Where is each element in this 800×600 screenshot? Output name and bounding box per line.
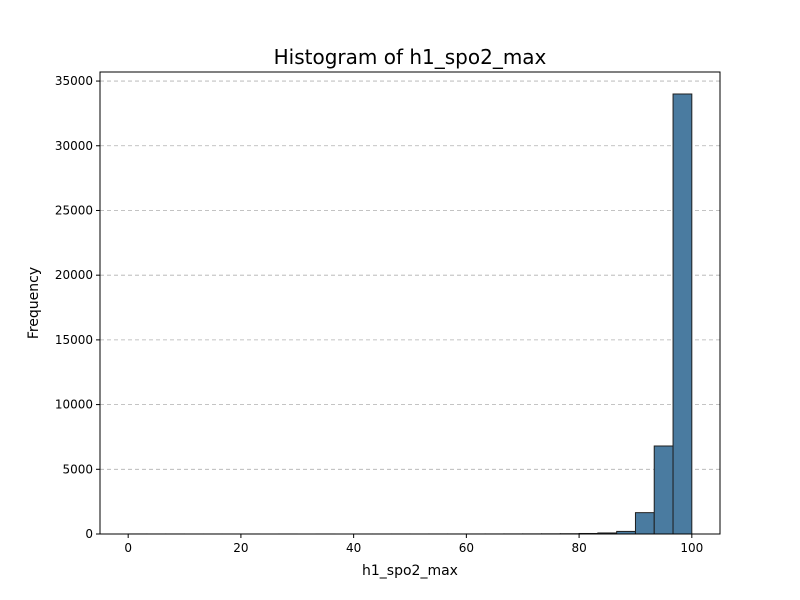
x-axis-label: h1_spo2_max: [362, 563, 458, 579]
x-tick-label-1: 20: [233, 541, 248, 555]
x-tick-label-2: 40: [346, 541, 361, 555]
y-tick-label-3: 15000: [55, 333, 93, 347]
histogram-bar-27: [634, 512, 655, 535]
x-tick-label-4: 80: [571, 541, 586, 555]
y-tick-label-0: 0: [85, 527, 93, 541]
x-tick-label-3: 60: [459, 541, 474, 555]
histogram-bars: [127, 93, 693, 535]
y-tick-label-1: 5000: [62, 462, 93, 476]
y-tick-label-6: 30000: [55, 139, 93, 153]
chart-title: Histogram of h1_spo2_max: [274, 45, 547, 69]
y-axis-ticks: 0 5000 10000 15000 20000 25000 30000 35000: [55, 74, 100, 541]
plot-frame: [99, 71, 721, 535]
grid-lines: [100, 80, 720, 470]
histogram-bar-28: [653, 445, 674, 535]
y-axis-label: Frequency: [26, 267, 42, 339]
y-tick-label-7: 35000: [55, 74, 93, 88]
y-tick-label-5: 25000: [55, 203, 93, 217]
histogram-bar-29: [672, 93, 693, 535]
x-axis-ticks: 0 20 40 60 80 100: [124, 534, 703, 555]
y-tick-label-2: 10000: [55, 398, 93, 412]
x-tick-label-0: 0: [124, 541, 132, 555]
y-tick-label-4: 20000: [55, 268, 93, 282]
x-tick-label-5: 100: [680, 541, 703, 555]
